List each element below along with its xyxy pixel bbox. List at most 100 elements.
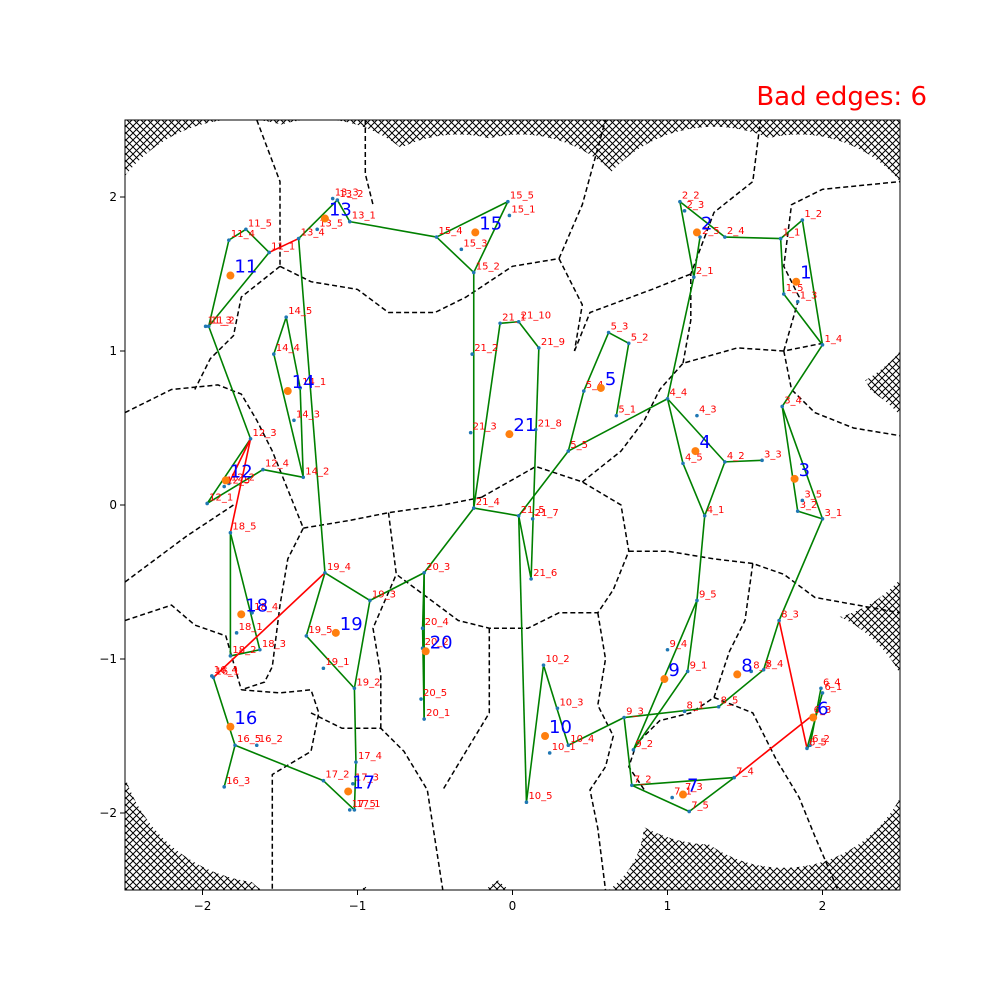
- cell-boundary-line: [783, 180, 900, 352]
- good-edge: [223, 745, 236, 788]
- good-edge: [230, 648, 261, 657]
- node-point: [626, 341, 631, 346]
- good-edge: [435, 236, 475, 274]
- node-label: 20_2: [425, 637, 449, 648]
- node-point: [205, 501, 209, 506]
- node-label: 4_2: [727, 451, 745, 462]
- node-label: 15_2: [476, 261, 500, 272]
- x-tick-label: −2: [194, 899, 212, 913]
- cell-boundary-line: [372, 574, 397, 729]
- node-point: [566, 743, 571, 748]
- node-point: [471, 270, 476, 275]
- node-point: [760, 458, 764, 463]
- node-point: [507, 213, 512, 218]
- cell-boundary-line: [713, 696, 839, 890]
- node-label: 2_4: [727, 226, 745, 237]
- node-label: 3_1: [825, 508, 843, 519]
- cell-boundary-line: [241, 688, 320, 890]
- node-label: 10_3: [559, 697, 583, 708]
- node-point: [352, 686, 357, 691]
- node-point: [284, 315, 289, 319]
- center-label: 21: [513, 415, 536, 436]
- node-label: 1_5: [786, 283, 804, 294]
- center-label: 18: [245, 595, 268, 616]
- node-label: 15_3: [463, 238, 487, 249]
- good-edge: [703, 461, 726, 517]
- node-point: [321, 666, 326, 671]
- node-label: 4_3: [699, 405, 717, 416]
- node-point: [222, 484, 226, 489]
- center-label: 10: [549, 717, 572, 738]
- node-label: 6_4: [823, 677, 841, 688]
- node-label: 16_3: [226, 776, 250, 787]
- good-edge: [472, 323, 501, 509]
- good-edge: [781, 406, 824, 520]
- node-point: [347, 219, 352, 224]
- node-point: [732, 775, 736, 780]
- good-edge: [436, 200, 509, 238]
- node-label: 8_2: [753, 660, 771, 671]
- node-point: [805, 746, 809, 751]
- node-point: [670, 795, 674, 800]
- good-edge: [207, 239, 230, 327]
- node-point: [614, 413, 619, 418]
- node-point: [506, 199, 510, 204]
- node-point: [323, 570, 327, 575]
- bad-edge: [733, 715, 813, 779]
- node-label: 21_7: [535, 508, 559, 519]
- cell-boundary-line: [581, 342, 823, 483]
- node-point: [354, 760, 358, 764]
- node-point: [315, 227, 320, 232]
- center-label: 19: [340, 614, 363, 635]
- node-label: 11_2: [211, 315, 235, 326]
- good-edge: [724, 459, 763, 463]
- node-point: [222, 785, 226, 789]
- node-point: [516, 319, 521, 324]
- node-label: 18_4: [254, 602, 278, 613]
- good-edge: [298, 199, 338, 240]
- center-point: [660, 675, 669, 684]
- bad-edge: [778, 620, 808, 749]
- chart-title: Bad edges: 6: [756, 82, 927, 112]
- node-point: [210, 674, 214, 678]
- bad-edge: [228, 438, 252, 484]
- node-label: 12_4: [265, 459, 289, 470]
- node-label: 21_4: [476, 497, 500, 508]
- center-point: [541, 732, 550, 740]
- node-label: 10_1: [552, 742, 576, 753]
- node-label: 16_2: [259, 734, 283, 745]
- node-point: [777, 618, 781, 623]
- x-tick-label: 2: [819, 899, 827, 913]
- node-point: [820, 691, 825, 695]
- center-label: 20: [430, 632, 453, 653]
- y-tick-label: 2: [109, 190, 117, 204]
- node-point: [227, 238, 231, 242]
- node-point: [695, 598, 699, 603]
- y-tick-label: 1: [109, 344, 117, 358]
- center-point: [792, 277, 801, 286]
- node-label: 21_3: [473, 422, 497, 433]
- center-label: 11: [234, 257, 257, 278]
- center-point: [320, 214, 329, 223]
- center-point: [691, 447, 700, 456]
- node-point: [234, 631, 239, 635]
- good-edge: [615, 343, 630, 416]
- node-point: [498, 321, 502, 326]
- node-label: 4_4: [670, 388, 688, 399]
- good-edge: [780, 219, 803, 240]
- good-edge: [273, 353, 305, 478]
- node-point: [206, 324, 211, 329]
- node-point: [819, 686, 823, 691]
- good-edge: [423, 507, 475, 574]
- node-point: [292, 418, 296, 423]
- node-label: 21_2: [474, 343, 498, 354]
- good-edge: [686, 600, 698, 672]
- node-label: 5_1: [618, 405, 636, 416]
- cell-boundary-line: [279, 257, 560, 314]
- node-label: 14_4: [276, 343, 300, 354]
- good-edge: [682, 463, 706, 517]
- node-point: [248, 436, 253, 441]
- node-label: 6_2: [812, 734, 830, 745]
- center-label: 14: [292, 372, 315, 393]
- node-point: [547, 751, 552, 755]
